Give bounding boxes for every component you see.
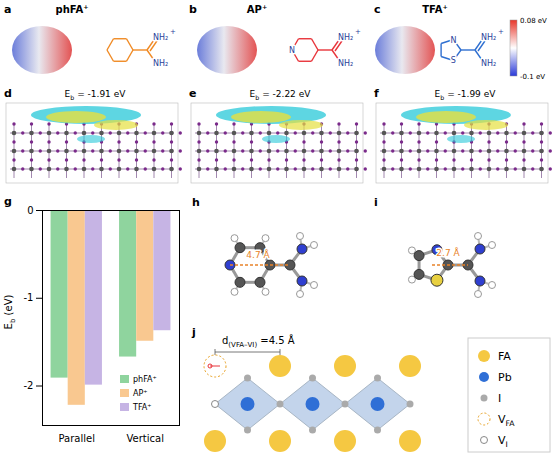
svg-text:N: N [450,36,456,45]
svg-text:phFA⁺: phFA⁺ [133,375,157,384]
svg-text:S: S [451,56,456,65]
svg-text:j: j [191,326,196,339]
svg-text:NH₂: NH₂ [481,59,496,68]
svg-text:VI: VI [498,434,508,449]
svg-text:c: c [374,3,381,16]
svg-text:Eb (eV): Eb (eV) [3,295,17,330]
svg-text:-1: -1 [24,292,34,303]
svg-text:0: 0 [27,205,33,216]
svg-text:N: N [289,46,295,55]
svg-text:AP⁺: AP⁺ [247,4,267,15]
svg-text:e: e [189,87,196,100]
svg-text:NH₂: NH₂ [338,33,353,42]
svg-text:g: g [4,195,12,208]
svg-text:NH₂: NH₂ [338,59,353,68]
svg-text:Eb = -1.99 eV: Eb = -1.99 eV [435,89,497,101]
svg-text:Eb = -2.22 eV: Eb = -2.22 eV [250,89,312,101]
svg-text:FA: FA [498,350,511,363]
svg-text:AP⁺: AP⁺ [133,389,148,398]
svg-text:-2: -2 [24,380,34,391]
svg-text:+: + [355,28,361,36]
svg-text:NH₂: NH₂ [481,33,496,42]
svg-text:I: I [498,392,501,405]
svg-text:b: b [189,3,197,16]
svg-text:phFA⁺: phFA⁺ [56,4,89,15]
svg-text:h: h [192,196,200,209]
svg-text:Parallel: Parallel [59,433,95,444]
svg-text:4.7 Å: 4.7 Å [246,249,270,260]
svg-text:2.7 Å: 2.7 Å [436,247,460,258]
svg-text:Vertical: Vertical [127,433,164,444]
svg-text:TFA⁺: TFA⁺ [132,403,151,412]
svg-text:i: i [374,196,378,209]
svg-text:NH₂: NH₂ [153,33,168,42]
svg-text:a: a [4,3,11,16]
svg-text:-0.1 eV: -0.1 eV [520,73,545,81]
svg-text:Pb: Pb [498,371,512,384]
svg-text:Eb = -1.91 eV: Eb = -1.91 eV [65,89,127,101]
svg-text:f: f [374,87,379,100]
svg-text:d(VFA–VI) =4.5 Å: d(VFA–VI) =4.5 Å [222,334,295,349]
svg-text:+: + [170,28,176,36]
svg-text:0.08 eV: 0.08 eV [520,17,547,25]
svg-text:VFA: VFA [498,413,515,428]
svg-text:NH₂: NH₂ [153,59,168,68]
svg-text:d: d [4,87,12,100]
svg-text:TFA⁺: TFA⁺ [422,4,448,15]
svg-text:+: + [498,28,504,36]
